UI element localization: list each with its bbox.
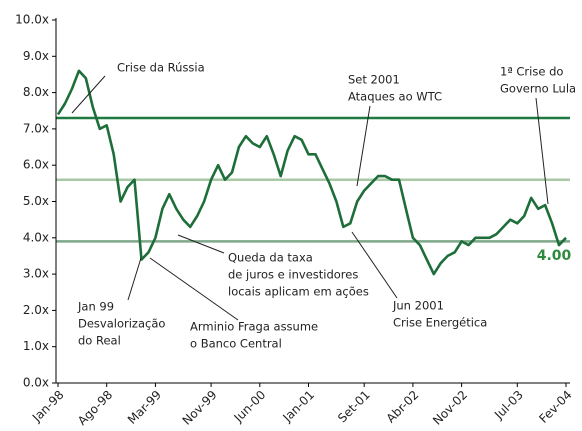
y-tick-label: 6.0x (23, 158, 49, 172)
annotation-text: 1ª Crise do (500, 65, 563, 79)
annotation-arrow (351, 231, 398, 299)
x-tick-label: Nov-99 (180, 388, 220, 428)
x-tick-label: Set-01 (335, 388, 373, 426)
annotation-text: Crise Energética (393, 316, 487, 330)
y-tick-label: 0.0x (23, 376, 49, 390)
annotation-text: locais aplicam em ações (228, 285, 369, 299)
y-tick-label: 10.0x (15, 13, 49, 27)
annotation-arrow (177, 234, 225, 254)
annotation-text: Jan 99 (77, 300, 114, 314)
annotation-text: Governo Lula (500, 82, 576, 96)
x-tick-label: Jul-03 (491, 388, 526, 423)
annotation-arrow (71, 75, 106, 114)
annotation-arrow (127, 257, 142, 301)
x-tick-label: Fev-04 (536, 388, 574, 426)
y-tick-label: 1.0x (23, 339, 49, 353)
annotation-text: o Banco Central (190, 337, 282, 351)
y-tick-label: 3.0x (23, 267, 49, 281)
annotation-text: Desvalorização (78, 317, 165, 331)
value-label: 4.00 (537, 248, 572, 264)
annotation-arrow (149, 257, 239, 321)
data-line (56, 69, 567, 276)
y-tick-label: 8.0x (23, 85, 49, 99)
x-tick-label: Jun-00 (231, 388, 269, 426)
annotation-arrow (535, 97, 549, 205)
annotation-text: Crise da Rússia (117, 61, 205, 75)
annotation-text: Set 2001 (348, 73, 400, 87)
x-tick-label: Jan-98 (29, 388, 67, 426)
y-tick-label: 5.0x (23, 194, 49, 208)
x-tick-label: Ago-98 (75, 388, 115, 428)
annotation-text: Queda da taxa (228, 251, 313, 265)
annotation-text: Arminio Fraga assume (190, 320, 318, 334)
y-tick-label: 9.0x (23, 49, 49, 63)
annotation-text: de juros e investidores (228, 268, 358, 282)
x-tick-label: Nov-02 (430, 388, 470, 428)
y-tick-label: 4.0x (23, 230, 49, 244)
x-tick-label: Mar-99 (125, 388, 164, 427)
x-tick-label: Abr-02 (384, 388, 422, 426)
annotation-text: do Real (78, 334, 121, 348)
annotation-text: Jun 2001 (392, 299, 444, 313)
y-tick-label: 7.0x (23, 121, 49, 135)
annotation-text: Ataques ao WTC (348, 90, 442, 104)
x-tick-label: Jan-01 (280, 388, 318, 426)
annotation-arrow (356, 105, 371, 187)
y-tick-label: 2.0x (23, 303, 49, 317)
